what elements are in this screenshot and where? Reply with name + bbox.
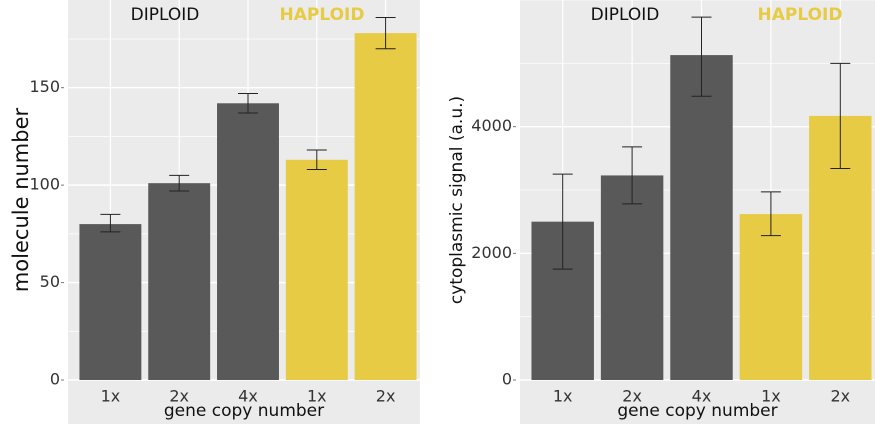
bar-haploid-1x (739, 214, 803, 380)
chart-cytoplasmic-signal: 1x 2x 4x 1x 2x 0 2000 4000 DIPLOID HAPLOID gene co… (447, 0, 875, 424)
bar-haploid-1x (285, 159, 348, 380)
group-label-haploid: HAPLOID (280, 5, 365, 25)
bar-diploid-4x (670, 55, 733, 380)
x-axis-title: gene copy number (617, 401, 777, 421)
y-tick-label: 0 (502, 370, 512, 389)
x-tick-label: 1x (553, 387, 573, 406)
bar-diploid-2x (148, 183, 211, 380)
x-tick-label: 4x (238, 387, 258, 406)
y-axis-title: molecule number (9, 107, 33, 292)
bar-haploid-2x (354, 33, 417, 380)
group-label-diploid: DIPLOID (131, 5, 200, 25)
x-axis-title: gene copy number (164, 401, 324, 421)
y-tick-label: 50 (40, 272, 60, 291)
x-tick-label: 2x (622, 387, 642, 406)
group-label-haploid: HAPLOID (758, 5, 843, 25)
bar-diploid-1x (79, 224, 142, 380)
y-tick-label: 0 (50, 370, 60, 389)
x-tick-label: 1x (761, 387, 781, 406)
x-tick-label: 2x (376, 387, 396, 406)
x-tick-label: 2x (830, 387, 850, 406)
y-tick-label: 100 (29, 175, 60, 194)
y-tick-label: 4000 (471, 116, 512, 135)
y-tick-label: 150 (29, 77, 60, 96)
y-axis-title: cytoplasmic signal (a.u.) (447, 96, 467, 304)
bar-diploid-4x (217, 103, 279, 381)
bar-diploid-2x (600, 175, 664, 380)
x-tick-label: 1x (307, 387, 327, 406)
x-tick-label: 2x (169, 387, 189, 406)
y-tick-label: 2000 (471, 243, 512, 262)
x-tick-label: 4x (692, 387, 712, 406)
chart-molecule-number: 1x 2x 4x 1x 2x 0 50 100 150 DIPLOID HAPLOID gene co… (9, 0, 420, 424)
x-tick-label: 1x (101, 387, 121, 406)
group-label-diploid: DIPLOID (591, 5, 660, 25)
